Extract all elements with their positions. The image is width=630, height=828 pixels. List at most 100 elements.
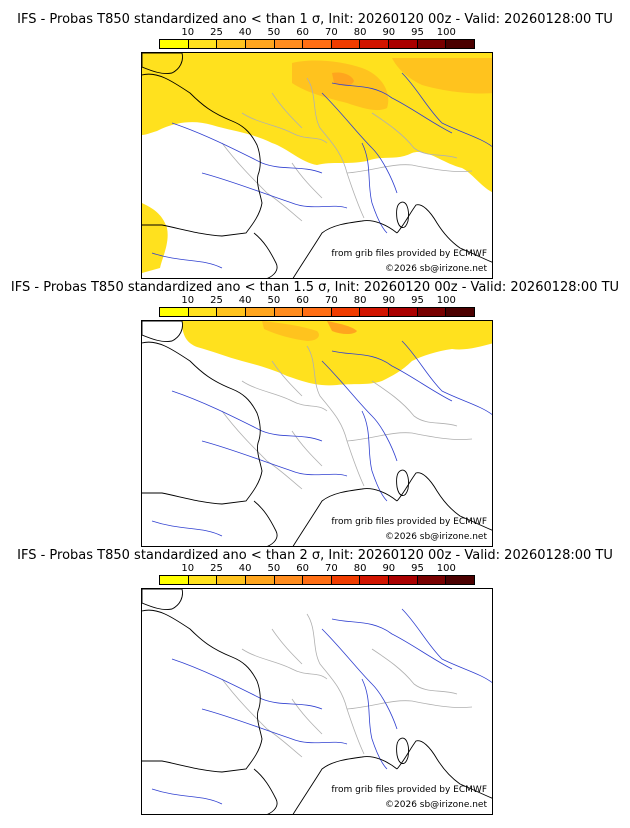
probability-area — [332, 72, 354, 86]
scale-segment — [245, 40, 275, 48]
region-border — [271, 360, 303, 397]
scale-labels: 10 25 40 50 60 70 80 90 95 100 — [159, 28, 475, 39]
probability-area — [182, 321, 492, 386]
scale-segment — [274, 40, 304, 48]
panel-title: IFS - Probas T850 standardized ano < tha… — [10, 280, 620, 295]
scale-segment — [217, 40, 246, 48]
scale-label: 95 — [411, 295, 424, 306]
map-drawing — [142, 53, 492, 278]
river — [331, 82, 453, 134]
river — [361, 678, 388, 770]
river — [331, 618, 453, 670]
scale-segment — [160, 576, 189, 584]
scale-label: 25 — [210, 27, 223, 38]
scale-segment — [188, 576, 218, 584]
region-border — [306, 613, 365, 755]
coastline — [142, 341, 263, 505]
map-panel-2: IFS - Probas T850 standardized ano < tha… — [0, 280, 630, 550]
river — [171, 658, 323, 710]
region-border — [221, 410, 303, 490]
map-drawing — [142, 589, 492, 814]
coastline — [292, 756, 398, 814]
scale-segment — [303, 576, 332, 584]
scale-segment — [360, 40, 390, 48]
probability-area — [142, 53, 492, 192]
region-border — [271, 92, 303, 129]
river — [321, 628, 398, 730]
scale-label: 50 — [267, 27, 281, 38]
scale-segment — [446, 308, 475, 316]
river — [331, 350, 453, 402]
coastline — [292, 220, 398, 278]
scale-label: 95 — [411, 27, 424, 38]
river — [321, 92, 398, 194]
coastline — [396, 204, 492, 263]
region-border — [306, 345, 365, 487]
coastline — [396, 472, 492, 531]
corsica-coastline — [396, 201, 409, 228]
scale-label: 10 — [181, 295, 195, 306]
river — [201, 172, 348, 209]
coastline — [142, 73, 263, 237]
probability-map: from grib files provided by ECMWF ©2026 … — [141, 588, 493, 815]
scale-label: 40 — [238, 27, 252, 38]
region-border — [241, 380, 328, 412]
scale-label: 25 — [210, 563, 223, 574]
scale-label: 95 — [411, 563, 424, 574]
region-border — [346, 432, 473, 442]
river — [401, 340, 492, 416]
region-border — [271, 628, 303, 665]
river — [201, 440, 348, 477]
region-border — [371, 112, 458, 159]
source-credit: from grib files provided by ECMWF — [331, 785, 487, 795]
river — [401, 608, 492, 684]
probability-map: from grib files provided by ECMWF ©2026 … — [141, 320, 493, 547]
scale-segment — [389, 40, 418, 48]
probability-area — [262, 321, 319, 341]
region-border — [291, 698, 323, 735]
region-border — [221, 678, 303, 758]
river — [151, 252, 223, 269]
source-credit: from grib files provided by ECMWF — [331, 249, 487, 259]
region-border — [241, 112, 328, 144]
region-border — [291, 162, 323, 199]
map-panel-1: IFS - Probas T850 standardized ano < tha… — [0, 12, 630, 282]
scale-label: 60 — [296, 27, 309, 38]
probability-area — [327, 321, 357, 334]
probability-map: from grib files provided by ECMWF ©2026 … — [141, 52, 493, 279]
coastline — [142, 609, 263, 773]
scale-label: 90 — [382, 295, 396, 306]
scale-segment — [331, 308, 361, 316]
coastline — [292, 488, 398, 546]
coastline — [396, 740, 492, 799]
scale-segment — [303, 308, 332, 316]
region-border — [291, 430, 323, 467]
scale-segment — [274, 576, 304, 584]
river — [151, 788, 223, 805]
scale-segment — [417, 308, 447, 316]
scale-segment — [389, 576, 418, 584]
river — [401, 72, 492, 148]
map-panel-3: IFS - Probas T850 standardized ano < tha… — [0, 548, 630, 818]
scale-labels: 10 25 40 50 60 70 80 90 95 100 — [159, 564, 475, 575]
scale-segment — [245, 576, 275, 584]
copyright-credit: ©2026 sb@irizone.net — [385, 800, 487, 810]
scale-label: 80 — [353, 563, 367, 574]
region-border — [371, 648, 458, 695]
scale-label: 80 — [353, 295, 367, 306]
scale-segment — [245, 308, 275, 316]
scale-segment — [303, 40, 332, 48]
river — [151, 520, 223, 537]
region-border — [371, 380, 458, 427]
coastline — [253, 232, 278, 278]
scale-label: 60 — [296, 563, 309, 574]
region-border — [221, 142, 303, 222]
coastline — [142, 321, 183, 342]
region-border — [346, 700, 473, 710]
scale-segment — [360, 308, 390, 316]
coastline — [142, 53, 183, 74]
scale-segment — [331, 40, 361, 48]
region-border — [306, 77, 365, 219]
river — [321, 360, 398, 462]
river — [361, 410, 388, 502]
